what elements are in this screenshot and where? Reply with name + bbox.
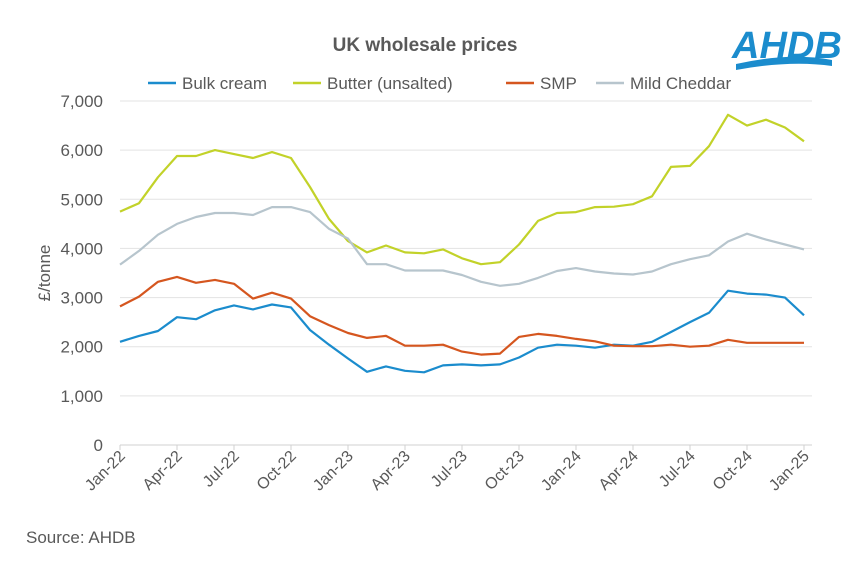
- x-tick-label: Apr-24: [596, 448, 642, 494]
- x-axis: Jan-22 Apr-22 Jul-22 Oct-22 Jan-23 Apr-23 Jul-…: [82, 445, 813, 494]
- legend-item: Mild Cheddar: [596, 74, 731, 93]
- legend-label: SMP: [540, 74, 577, 93]
- x-tick-label: Oct-23: [482, 448, 528, 494]
- gridlines: [120, 100, 812, 446]
- x-tick-label: Jan-24: [538, 448, 585, 495]
- y-tick-label: 2,000: [60, 338, 103, 357]
- source-note: Source: AHDB: [26, 528, 136, 547]
- x-tick-label: Oct-22: [254, 448, 300, 494]
- y-tick-label: 3,000: [60, 289, 103, 308]
- y-tick-label: 0: [94, 436, 103, 455]
- legend-item: SMP: [506, 74, 577, 93]
- series-lines: [119, 113, 805, 374]
- legend-item: Butter (unsalted): [293, 74, 453, 93]
- ahdb-logo: AHDB: [731, 25, 842, 70]
- x-tick-label: Apr-22: [140, 448, 186, 494]
- series-line-mild-cheddar: [119, 206, 805, 287]
- series-line-bulk-cream: [119, 289, 805, 374]
- chart-title: UK wholesale prices: [333, 35, 518, 56]
- x-tick-label: Jul-24: [656, 448, 699, 491]
- series-line-butter-unsalted: [119, 113, 805, 266]
- x-tick-label: Jan-25: [766, 448, 813, 495]
- y-axis-label: £/tonne: [35, 245, 54, 302]
- series-line-smp: [119, 275, 804, 356]
- y-tick-label: 4,000: [60, 239, 103, 258]
- y-tick-label: 6,000: [60, 141, 103, 160]
- x-tick-label: Jul-23: [428, 448, 471, 491]
- x-tick-label: Jan-23: [310, 448, 357, 495]
- x-tick-label: Jul-22: [200, 448, 243, 491]
- y-tick-label: 7,000: [60, 92, 103, 111]
- x-tick-label: Apr-23: [368, 448, 414, 494]
- legend: Bulk cream Butter (unsalted) SMP Mild Chedd…: [148, 74, 731, 93]
- y-tick-label: 1,000: [60, 387, 103, 406]
- x-tick-label: Jan-22: [82, 448, 129, 495]
- legend-label: Mild Cheddar: [630, 74, 731, 93]
- x-tick-label: Oct-24: [710, 448, 756, 494]
- logo-swoosh-icon: [736, 56, 832, 70]
- y-tick-label: 5,000: [60, 190, 103, 209]
- legend-label: Bulk cream: [182, 74, 267, 93]
- y-axis: 0 1,000 2,000 3,000 4,000 5,000 6,000 7,000: [60, 92, 103, 455]
- legend-item: Bulk cream: [148, 74, 267, 93]
- legend-label: Butter (unsalted): [327, 74, 453, 93]
